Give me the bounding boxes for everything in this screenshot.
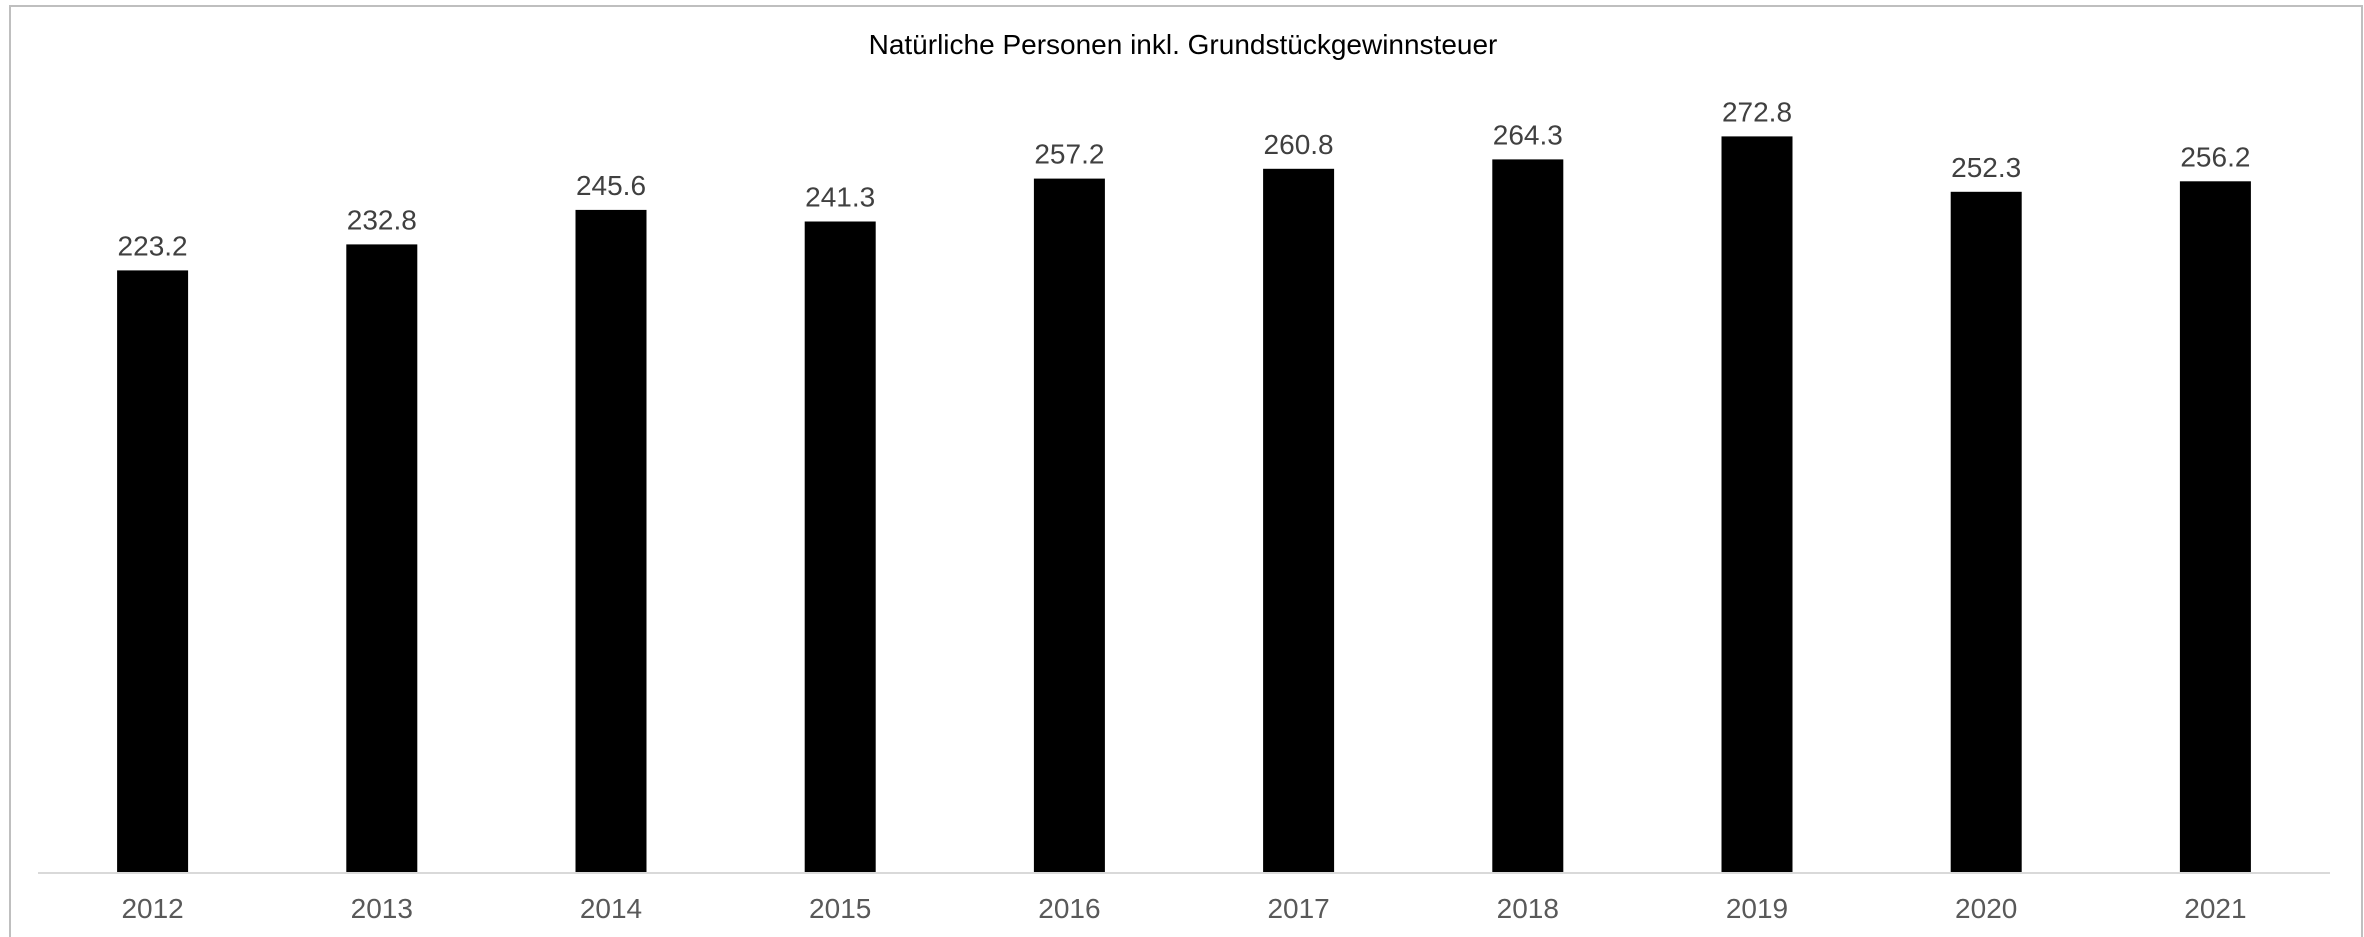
chart-title: Natürliche Personen inkl. Grundstückgewi… [869, 29, 1498, 60]
bar-2016 [1033, 178, 1105, 874]
bar-2014 [575, 209, 647, 873]
data-label-2013: 232.8 [347, 204, 417, 235]
x-tick-label-2020: 2020 [1955, 893, 2017, 924]
data-label-2016: 257.2 [1034, 139, 1104, 170]
x-tick-label-2014: 2014 [580, 893, 642, 924]
data-label-2014: 245.6 [576, 170, 646, 201]
bar-2015 [804, 221, 876, 873]
x-tick-label-2017: 2017 [1267, 893, 1329, 924]
x-tick-labels-group: 2012 2013 2014 2015 2016 2017 2018 2019 2020 2021 [121, 893, 2246, 924]
data-label-2015: 241.3 [805, 182, 875, 213]
x-tick-label-2016: 2016 [1038, 893, 1100, 924]
bar-2021 [2179, 181, 2251, 874]
data-labels-group: 223.2 232.8 245.6 241.3 257.2 260.8 264.3 272.8… [118, 96, 2251, 261]
chart-border [9, 5, 2363, 937]
data-label-2019: 272.8 [1722, 96, 1792, 127]
data-label-2021: 256.2 [2180, 141, 2250, 172]
x-tick-label-2015: 2015 [809, 893, 871, 924]
x-tick-label-2012: 2012 [121, 893, 183, 924]
bars-group [117, 136, 2251, 874]
bar-2017 [1263, 168, 1335, 874]
bar-2020 [1950, 191, 2022, 874]
bar-2019 [1721, 136, 1793, 873]
x-tick-label-2019: 2019 [1726, 893, 1788, 924]
bar-2013 [346, 244, 418, 873]
x-tick-label-2013: 2013 [351, 893, 413, 924]
data-label-2012: 223.2 [118, 230, 188, 261]
data-label-2017: 260.8 [1264, 129, 1334, 160]
bar-2018 [1492, 159, 1564, 873]
data-label-2018: 264.3 [1493, 119, 1563, 150]
data-label-2020: 252.3 [1951, 152, 2021, 183]
x-tick-label-2021: 2021 [2184, 893, 2246, 924]
bar-2012 [117, 270, 189, 873]
x-tick-label-2018: 2018 [1497, 893, 1559, 924]
